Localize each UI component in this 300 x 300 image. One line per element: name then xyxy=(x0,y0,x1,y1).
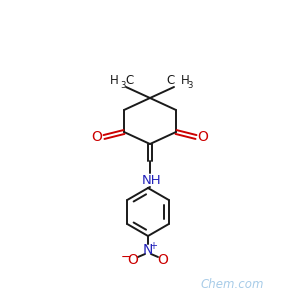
Text: NH: NH xyxy=(142,173,162,187)
Text: H: H xyxy=(181,74,190,88)
Text: O: O xyxy=(158,253,168,267)
Text: 3: 3 xyxy=(187,80,192,89)
Text: O: O xyxy=(198,130,208,144)
Text: H: H xyxy=(110,74,119,88)
Text: C: C xyxy=(167,74,175,88)
Text: +: + xyxy=(149,241,157,251)
Text: O: O xyxy=(92,130,102,144)
Text: Chem.com: Chem.com xyxy=(200,278,264,290)
Text: N: N xyxy=(143,243,153,257)
Text: C: C xyxy=(125,74,133,88)
Text: O: O xyxy=(128,253,138,267)
Text: −: − xyxy=(121,250,131,263)
Text: 3: 3 xyxy=(120,80,125,89)
